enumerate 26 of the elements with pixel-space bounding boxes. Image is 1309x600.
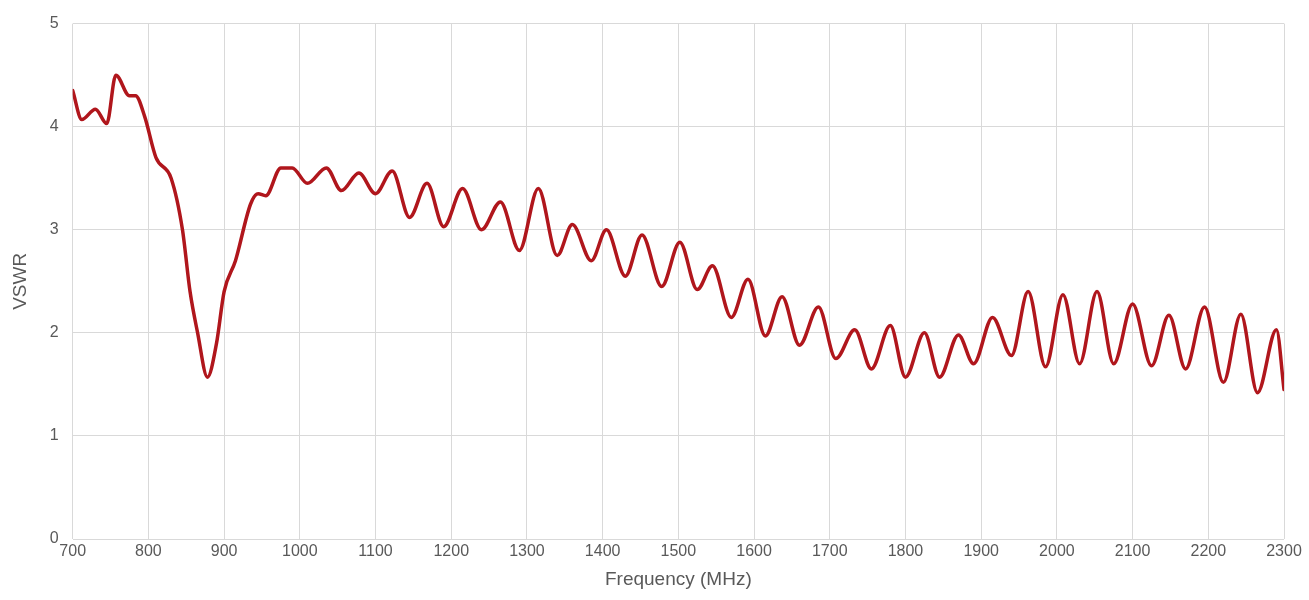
x-tick-label: 1300 xyxy=(509,542,545,560)
x-tick-label: 1700 xyxy=(811,542,848,560)
y-tick-label: 0 xyxy=(49,529,59,547)
x-tick-label: 800 xyxy=(135,542,162,560)
x-tick-label: 2000 xyxy=(1039,542,1075,560)
x-tick-label: 1600 xyxy=(736,542,772,560)
x-tick-label: 1000 xyxy=(282,542,318,560)
x-tick-label: 2100 xyxy=(1114,542,1151,560)
x-tick-label: 1400 xyxy=(584,542,621,560)
x-tick-label: 1500 xyxy=(660,542,697,560)
line-series xyxy=(72,73,1284,395)
x-tick-label: 1900 xyxy=(963,542,1000,560)
x-tick-label: 2300 xyxy=(1266,542,1302,560)
x-tick-label: 2200 xyxy=(1190,542,1227,560)
x-tick-label: 700 xyxy=(59,542,87,560)
x-axis-title: Frequency (MHz) xyxy=(604,567,752,589)
y-tick-label: 2 xyxy=(49,323,59,341)
y-tick-label: 3 xyxy=(49,220,59,238)
y-axis-title: VSWR xyxy=(8,252,30,310)
y-tick-label: 1 xyxy=(49,426,59,444)
y-tick-label: 5 xyxy=(49,14,59,32)
x-tick-label: 1100 xyxy=(358,542,393,560)
x-tick-label: 1200 xyxy=(433,542,470,560)
x-tick-label: 1800 xyxy=(887,542,924,560)
y-tick-label: 4 xyxy=(49,117,59,135)
x-tick-label: 900 xyxy=(210,542,238,560)
